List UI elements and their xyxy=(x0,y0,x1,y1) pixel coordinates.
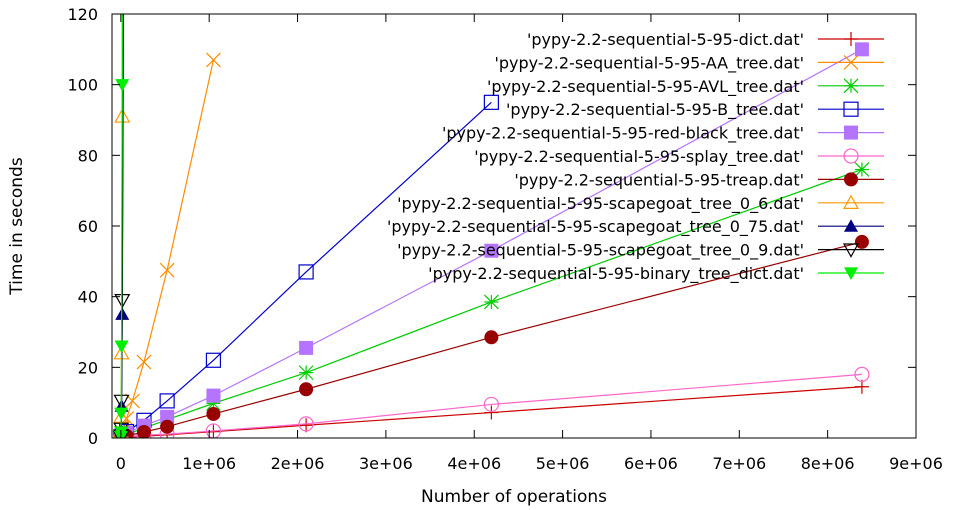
data-point xyxy=(298,365,314,381)
data-point xyxy=(854,42,869,57)
data-point xyxy=(484,330,499,345)
data-point xyxy=(854,366,870,382)
data-point xyxy=(484,405,499,420)
series-1 xyxy=(113,52,221,438)
legend-marker xyxy=(842,194,860,209)
data-point xyxy=(854,379,869,394)
series-line xyxy=(120,59,215,438)
ticks-layer: 0 1e+06 2e+06 3e+06 4e+06 5e+06 6e+06 7e+06 8e+0… xyxy=(67,5,942,473)
legend-label: 'pypy-2.2-sequential-5-95-B_tree.dat' xyxy=(506,100,804,120)
data-point xyxy=(206,406,221,421)
x-axis-label: Number of operations xyxy=(421,487,607,507)
data-point xyxy=(115,79,130,92)
y-tick-label: 120 xyxy=(67,5,98,24)
legend-marker xyxy=(844,125,858,140)
data-point xyxy=(854,234,869,249)
series-layer xyxy=(112,14,870,438)
legend-item: 'pypy-2.2-sequential-5-95-dict.dat' xyxy=(527,30,884,49)
data-point xyxy=(298,416,314,432)
legend-marker xyxy=(843,148,859,164)
data-point xyxy=(484,243,499,258)
data-point xyxy=(136,424,151,438)
x-tick-label: 2e+06 xyxy=(271,454,325,473)
legend-marker xyxy=(843,101,859,117)
legend-item: 'pypy-2.2-sequential-5-95-AVL_tree.dat' xyxy=(487,77,884,97)
legend-label: 'pypy-2.2-sequential-5-95-AVL_tree.dat' xyxy=(487,77,804,97)
legend-item: 'pypy-2.2-sequential-5-95-red-black_tree… xyxy=(442,124,884,144)
legend-item: 'pypy-2.2-sequential-5-95-B_tree.dat' xyxy=(506,100,884,120)
data-point xyxy=(205,352,222,368)
data-point xyxy=(854,162,870,177)
legend-item: 'pypy-2.2-sequential-5-95-splay_tree.dat… xyxy=(474,147,884,167)
data-point xyxy=(299,418,314,433)
legend-marker xyxy=(843,78,859,94)
data-point xyxy=(160,409,175,424)
legend-label: 'pypy-2.2-sequential-5-95-scapegoat_tree… xyxy=(397,241,804,261)
legend-label: 'pypy-2.2-sequential-5-95-scapegoat_tree… xyxy=(387,217,804,237)
data-point xyxy=(483,396,499,413)
x-tick-label: 3e+06 xyxy=(359,454,413,473)
data-point xyxy=(206,388,221,403)
x-tick-label: 8e+06 xyxy=(801,454,855,473)
x-tick-label: 4e+06 xyxy=(447,454,501,473)
x-tick-label: 7e+06 xyxy=(712,454,766,473)
legend-item: 'pypy-2.2-sequential-5-95-scapegoat_tree… xyxy=(387,217,884,237)
legend-item: 'pypy-2.2-sequential-5-95-AA_tree.dat' xyxy=(494,53,884,73)
y-tick-label: 60 xyxy=(78,217,98,236)
legend-label: 'pypy-2.2-sequential-5-95-treap.dat' xyxy=(514,170,804,189)
legend-item: 'pypy-2.2-sequential-5-95-binary_tree_di… xyxy=(428,264,884,284)
data-point xyxy=(206,52,221,68)
data-point xyxy=(114,407,129,421)
legend-marker xyxy=(843,54,859,70)
legend: 'pypy-2.2-sequential-5-95-dict.dat' 'pypy… xyxy=(387,30,884,284)
x-tick-label: 6e+06 xyxy=(624,454,678,473)
legend-label: 'pypy-2.2-sequential-5-95-splay_tree.dat… xyxy=(474,147,804,167)
legend-label: 'pypy-2.2-sequential-5-95-AA_tree.dat' xyxy=(494,53,804,73)
y-tick-label: 20 xyxy=(78,358,98,377)
y-tick-label: 0 xyxy=(88,429,98,448)
data-point xyxy=(483,94,499,110)
x-tick-label: 1e+06 xyxy=(182,454,236,473)
legend-item: 'pypy-2.2-sequential-5-95-scapegoat_tree… xyxy=(397,241,884,261)
legend-marker xyxy=(844,32,858,46)
x-tick-label: 9e+06 xyxy=(889,454,943,473)
legend-item: 'pypy-2.2-sequential-5-95-treap.dat' xyxy=(514,170,884,189)
y-tick-label: 100 xyxy=(67,76,98,95)
data-point xyxy=(136,354,152,370)
legend-label: 'pypy-2.2-sequential-5-95-binary_tree_di… xyxy=(428,264,804,284)
legend-marker xyxy=(844,172,858,187)
data-point xyxy=(206,395,221,411)
data-point xyxy=(114,340,129,354)
series-0 xyxy=(113,379,869,438)
data-point xyxy=(483,294,499,310)
y-tick-label: 80 xyxy=(78,146,98,165)
data-point xyxy=(159,262,175,278)
legend-marker xyxy=(844,267,858,280)
data-point xyxy=(159,393,175,409)
legend-label: 'pypy-2.2-sequential-5-95-dict.dat' xyxy=(527,30,804,49)
data-point xyxy=(299,382,314,397)
x-tick-label: 5e+06 xyxy=(536,454,590,473)
legend-marker xyxy=(842,243,860,258)
legend-marker xyxy=(844,219,858,232)
legend-label: 'pypy-2.2-sequential-5-95-scapegoat_tree… xyxy=(397,194,804,214)
y-axis-label: Time in seconds xyxy=(7,157,27,296)
legend-label: 'pypy-2.2-sequential-5-95-red-black_tree… xyxy=(442,124,804,144)
y-tick-label: 40 xyxy=(78,288,98,307)
legend-item: 'pypy-2.2-sequential-5-95-scapegoat_tree… xyxy=(397,194,884,214)
x-tick-label: 0 xyxy=(116,454,126,473)
data-point xyxy=(298,264,314,280)
data-point xyxy=(160,419,175,434)
data-point xyxy=(299,340,314,355)
